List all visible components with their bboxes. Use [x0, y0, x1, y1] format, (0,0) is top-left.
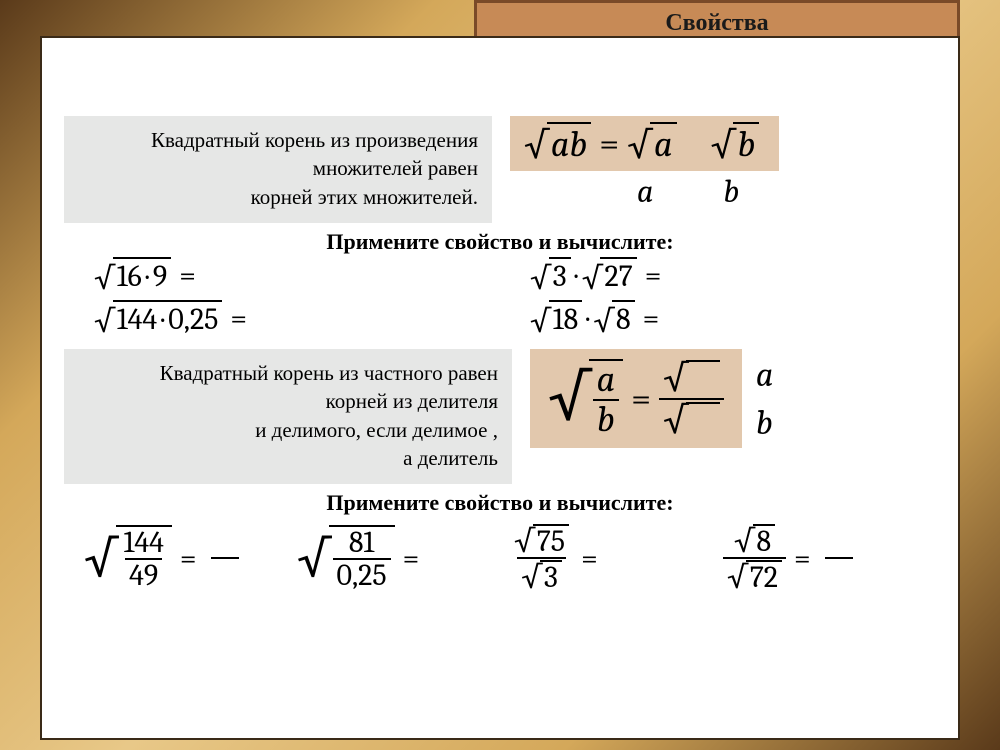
rule-2-text: Квадратный корень из частного равен корн…	[64, 349, 512, 484]
rule-2-side-labels: a b	[756, 355, 774, 443]
exercise-set-2: √14449= √810,25= √75√3= √8√72=	[64, 518, 936, 594]
exercise-item: √75√3=	[510, 522, 703, 594]
exercise-item: √8√72=	[723, 522, 916, 594]
rule-1-formula: √ab = √a √b	[510, 116, 779, 171]
exercise-set-1: √16·9 = √3·√27 = √144·0,25 = √18·√8 =	[64, 257, 936, 337]
content-card: Квадратный корень из произведения множит…	[40, 36, 960, 740]
exercise-item: √810,25=	[297, 522, 490, 594]
rule-1-text: Квадратный корень из произведения множит…	[64, 116, 492, 223]
rule-1-formula-wrap: √ab = √a √b a b	[510, 116, 779, 210]
prompt-1: Примените свойство и вычислите:	[64, 229, 936, 255]
exercise-item: √14449=	[84, 522, 277, 594]
rule-2-row: Квадратный корень из частного равен корн…	[64, 349, 936, 484]
prompt-2: Примените свойство и вычислите:	[64, 490, 936, 516]
rule-1-row: Квадратный корень из произведения множит…	[64, 116, 936, 223]
exercise-item: √3·√27 =	[530, 257, 906, 294]
exercise-item: √16·9 =	[94, 257, 470, 294]
rule-2-formula: √ a b = √ √	[530, 349, 742, 448]
rule-1-sublabels: a b	[532, 173, 779, 210]
exercise-item: √144·0,25 =	[94, 300, 470, 337]
rule-2-formula-wrap: √ a b = √ √ a b	[530, 349, 773, 448]
exercise-item: √18·√8 =	[530, 300, 906, 337]
